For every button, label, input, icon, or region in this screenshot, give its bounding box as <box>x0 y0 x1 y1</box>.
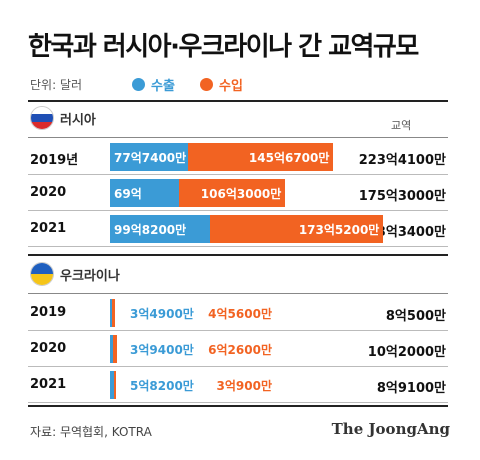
bar-import <box>112 335 117 363</box>
total-value: 8억9100만 <box>376 381 446 396</box>
russia-header-rule <box>28 137 448 138</box>
russia-row: 2021 273억3400만 99억8200만 173억5200만 <box>28 211 448 247</box>
bottom-divider <box>28 405 448 407</box>
legend-export: 수출 <box>132 75 175 94</box>
brand-logo: The JoongAng <box>331 420 450 438</box>
row-separator <box>28 330 448 331</box>
russia-row: 2019년 223억4100만 77억7400만 145억6700만 <box>28 139 448 175</box>
bar-import <box>112 299 116 327</box>
total-value: 10억2000만 <box>367 345 446 360</box>
import-data-label: 4억5600만 <box>208 307 272 321</box>
total-value: 8억500만 <box>385 309 446 324</box>
import-data-label: 145억6700만 <box>248 151 330 165</box>
legend-import: 수입 <box>200 75 243 94</box>
import-swatch-icon <box>200 78 213 91</box>
import-data-label: 3억900만 <box>216 379 272 393</box>
russia-row: 2020 175억3000만 69억 106억3000만 <box>28 175 448 211</box>
source-note: 자료: 무역협회, KOTRA <box>30 425 152 439</box>
legend-import-label: 수입 <box>219 79 243 94</box>
bar-import <box>187 143 334 171</box>
year-label: 2021 <box>30 221 67 236</box>
total-value: 223억4100만 <box>358 153 446 168</box>
ukraine-header-rule <box>28 293 448 294</box>
export-data-label: 77억7400만 <box>114 151 187 165</box>
bar-export <box>110 179 179 207</box>
export-data-label: 99억8200만 <box>114 223 187 237</box>
bar-export <box>110 215 210 243</box>
section-ukraine: 우크라이나 <box>30 262 120 286</box>
unit-label: 단위: 달러 <box>30 78 83 92</box>
year-label: 2019년 <box>30 153 79 168</box>
russia-flag-icon <box>30 106 54 130</box>
section-russia-label: 러시아 <box>60 112 96 128</box>
import-data-label: 106억3000만 <box>200 187 282 201</box>
legend-export-label: 수출 <box>151 79 175 94</box>
bar-import <box>209 215 384 243</box>
section-russia: 러시아 <box>30 106 96 130</box>
ukraine-row: 2019 8억500만 3억4900만 4억5600만 <box>28 295 448 331</box>
bar-import <box>179 179 286 207</box>
legend: 단위: 달러 수출 수입 <box>30 75 450 94</box>
column-header-total: 교역 <box>391 119 412 132</box>
top-divider <box>28 100 448 102</box>
row-separator <box>28 174 448 175</box>
export-data-label: 69억 <box>114 187 142 201</box>
year-label: 2020 <box>30 341 67 356</box>
bar-export <box>110 143 188 171</box>
section-ukraine-label: 우크라이나 <box>60 268 120 284</box>
ukraine-flag-icon <box>30 262 54 286</box>
export-swatch-icon <box>132 78 145 91</box>
row-separator <box>28 402 448 403</box>
year-label: 2019 <box>30 305 67 320</box>
year-label: 2020 <box>30 185 67 200</box>
bar-import <box>113 371 116 399</box>
total-value: 175억3000만 <box>358 189 446 204</box>
row-separator <box>28 366 448 367</box>
year-label: 2021 <box>30 377 67 392</box>
bar-export <box>110 335 113 363</box>
export-data-label: 3억9400만 <box>130 343 194 357</box>
bar-export <box>110 371 114 399</box>
mid-divider <box>28 254 448 256</box>
export-data-label: 3억4900만 <box>130 307 194 321</box>
import-data-label: 6억2600만 <box>208 343 272 357</box>
chart-title: 한국과 러시아·우크라이나 간 교역규모 <box>28 32 419 62</box>
ukraine-row: 2020 10억2000만 3억9400만 6억2600만 <box>28 331 448 367</box>
ukraine-row: 2021 8억9100만 5억8200만 3억900만 <box>28 367 448 403</box>
import-data-label: 173억5200만 <box>298 223 380 237</box>
row-separator <box>28 210 448 211</box>
row-separator <box>28 246 448 247</box>
bar-export <box>110 299 113 327</box>
export-data-label: 5억8200만 <box>130 379 194 393</box>
